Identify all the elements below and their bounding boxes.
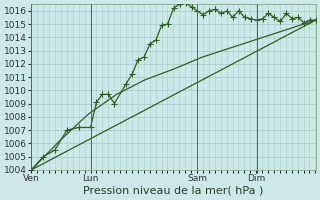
X-axis label: Pression niveau de la mer( hPa ): Pression niveau de la mer( hPa ) <box>84 186 264 196</box>
